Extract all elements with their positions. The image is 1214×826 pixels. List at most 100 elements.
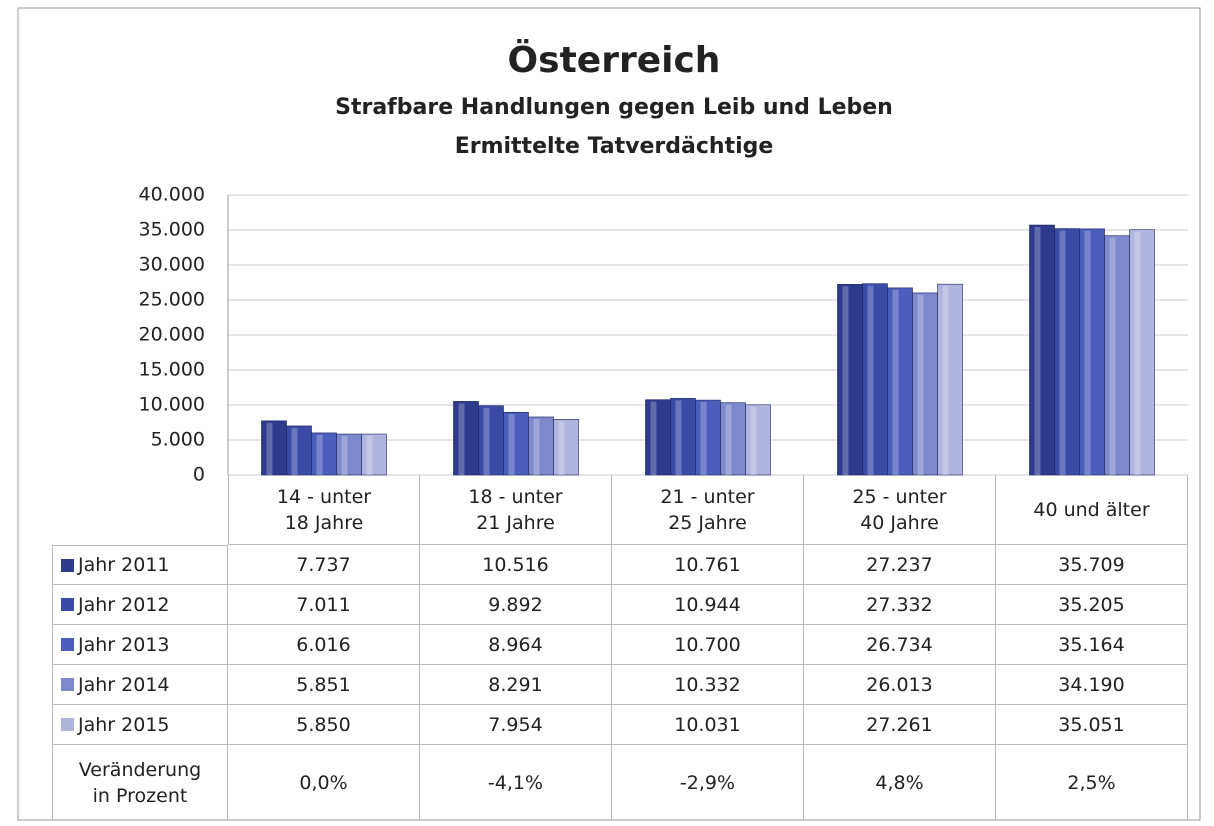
category-label: 25 - unter 40 Jahre (804, 475, 996, 545)
bar-shine (508, 414, 515, 475)
bar-shine (341, 436, 348, 475)
table-value: 10.516 (420, 545, 612, 585)
table-value: 9.892 (420, 585, 612, 625)
legend-entry: Jahr 2013 (52, 625, 228, 665)
y-tick-label: 35.000 (139, 219, 205, 241)
bar (286, 425, 312, 476)
table-value: 27.237 (804, 545, 996, 585)
bar-shine (917, 294, 924, 475)
table-value: 34.190 (996, 665, 1188, 705)
bar (553, 419, 579, 476)
legend-label: Jahr 2014 (78, 673, 170, 696)
bar (1029, 224, 1055, 476)
table-value: 35.205 (996, 585, 1188, 625)
bar-shine (700, 402, 707, 475)
table-value: 35.164 (996, 625, 1188, 665)
bar-shine (675, 400, 682, 475)
bar (311, 432, 337, 476)
chart-subtitle: Ermittelte Tatverdächtige (455, 134, 774, 159)
change-value: 0,0% (228, 745, 420, 820)
bar (361, 433, 387, 476)
bar (645, 399, 671, 476)
chart-title: Österreich (508, 39, 721, 81)
bar (1054, 228, 1080, 476)
bar-shine (892, 289, 899, 475)
bar (261, 420, 287, 476)
bar-shine (533, 418, 540, 475)
bar-shine (1134, 231, 1141, 475)
change-label: Veränderung in Prozent (52, 745, 228, 820)
bar-shine (291, 427, 298, 475)
bar-shine (842, 286, 849, 475)
table-value: 8.291 (420, 665, 612, 705)
bar (937, 283, 963, 476)
bar (720, 402, 746, 476)
table-value: 10.031 (612, 705, 804, 745)
bar-shine (650, 401, 657, 475)
y-tick-label: 15.000 (139, 359, 205, 381)
table-value: 26.734 (804, 625, 996, 665)
bar (453, 401, 479, 476)
table-value: 27.332 (804, 585, 996, 625)
bar (1079, 228, 1105, 476)
table-value: 10.700 (612, 625, 804, 665)
change-value: -2,9% (612, 745, 804, 820)
change-value: 4,8% (804, 745, 996, 820)
bar-shine (725, 404, 732, 475)
y-tick-label: 10.000 (139, 394, 205, 416)
bar (745, 404, 771, 476)
bar (912, 292, 938, 476)
legend-entry: Jahr 2015 (52, 705, 228, 745)
legend-entry: Jahr 2012 (52, 585, 228, 625)
legend-label: Jahr 2015 (78, 713, 170, 736)
bar (837, 284, 863, 476)
legend-swatch (61, 678, 74, 691)
category-label: 21 - unter 25 Jahre (612, 475, 804, 545)
change-value: -4,1% (420, 745, 612, 820)
legend-label: Jahr 2012 (78, 593, 170, 616)
table-value: 10.944 (612, 585, 804, 625)
table-value: 35.709 (996, 545, 1188, 585)
bar-shine (942, 286, 949, 475)
y-tick-label: 5.000 (151, 429, 205, 451)
y-tick-label: 0 (193, 464, 205, 486)
bar (670, 398, 696, 476)
legend-entry: Jahr 2011 (52, 545, 228, 585)
y-tick-label: 20.000 (139, 324, 205, 346)
chart-subtitle: Strafbare Handlungen gegen Leib und Lebe… (335, 95, 893, 120)
table-value: 35.051 (996, 705, 1188, 745)
y-tick-label: 40.000 (139, 184, 205, 206)
bar-shine (366, 436, 373, 475)
bar-shine (867, 285, 874, 475)
bar (478, 405, 504, 476)
bar-shine (316, 434, 323, 475)
bar (528, 416, 554, 476)
table-value: 7.954 (420, 705, 612, 745)
legend-swatch (61, 558, 74, 572)
table-value: 26.013 (804, 665, 996, 705)
y-tick-label: 30.000 (139, 254, 205, 276)
table-value: 8.964 (420, 625, 612, 665)
bar-shine (1034, 227, 1041, 475)
category-label: 40 und älter (996, 475, 1188, 545)
table-value: 5.850 (228, 705, 420, 745)
legend-swatch (61, 718, 74, 731)
legend-entry: Jahr 2014 (52, 665, 228, 705)
frame (17, 7, 1201, 821)
table-value: 27.261 (804, 705, 996, 745)
table-value: 5.851 (228, 665, 420, 705)
bar-shine (266, 422, 273, 475)
legend-swatch (61, 638, 74, 651)
bar (695, 399, 721, 476)
table-value: 10.761 (612, 545, 804, 585)
legend-label: Jahr 2011 (78, 554, 170, 576)
bar (862, 283, 888, 476)
y-tick-label: 25.000 (139, 289, 205, 311)
bar (1129, 229, 1155, 476)
bar (336, 433, 362, 476)
bar-shine (558, 421, 565, 475)
bar-shine (1059, 230, 1066, 475)
legend-label: Jahr 2013 (78, 633, 170, 656)
